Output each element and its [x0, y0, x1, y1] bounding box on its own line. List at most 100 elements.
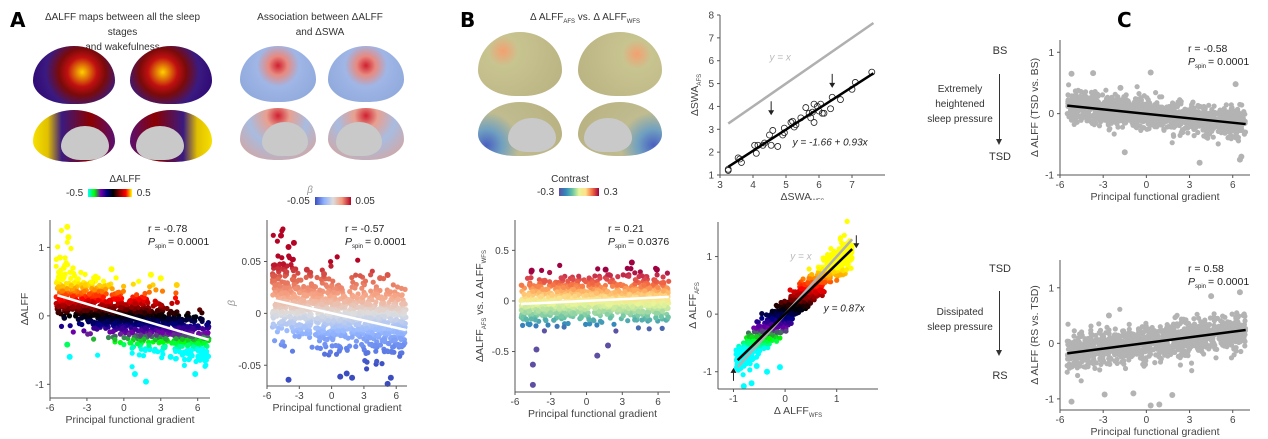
beta-colorbar-max: 0.05 [355, 196, 375, 207]
brain-map-a2-medial-left [240, 108, 316, 160]
fit-equation: y = -1.66 + 0.93x [792, 137, 869, 148]
data-point [159, 355, 165, 361]
data-point [650, 301, 656, 307]
y-tick-label: 0.5 [495, 246, 509, 257]
data-point [592, 305, 598, 311]
stage-desc-bottom-line2: sleep pressure [927, 322, 993, 333]
data-point [147, 347, 153, 353]
data-point [328, 259, 334, 265]
data-point [289, 276, 295, 282]
data-point [379, 361, 385, 367]
data-point [840, 259, 846, 265]
data-point [359, 294, 365, 301]
data-point [203, 362, 209, 368]
identity-label: y = x [789, 251, 812, 262]
data-point [290, 268, 296, 274]
data-point [351, 302, 357, 308]
data-point [171, 340, 177, 346]
data-point [556, 295, 562, 301]
data-point [303, 274, 309, 280]
data-point [390, 282, 396, 288]
data-point [390, 344, 396, 350]
outlier-point [66, 353, 73, 360]
data-point [364, 366, 370, 372]
data-point [68, 282, 74, 289]
down-arrow-icon [996, 291, 1002, 356]
data-point [119, 325, 125, 332]
data-point [398, 285, 405, 291]
outlier-point [541, 277, 548, 284]
outlier-point [285, 376, 292, 383]
brain-map-a2-lateral-right [328, 46, 404, 102]
data-point [105, 282, 112, 288]
alff-maps-title-line1: ΔALFF maps between all the sleep stages [44, 12, 201, 38]
data-point [604, 311, 610, 317]
brain-map-a1-medial-left [33, 110, 115, 162]
data-point [195, 340, 201, 346]
data-point [328, 299, 334, 305]
data-point [299, 308, 305, 314]
data-point [640, 308, 646, 315]
data-point [325, 317, 331, 323]
data-point [127, 340, 133, 346]
data-point [755, 351, 761, 357]
data-point [322, 336, 328, 342]
data-point [97, 322, 103, 328]
data-point [631, 287, 637, 294]
data-point [357, 273, 363, 279]
data-point [128, 304, 135, 310]
outlier-point [753, 362, 760, 369]
data-point [565, 320, 571, 327]
data-point [647, 285, 653, 291]
data-point [617, 306, 623, 312]
x-tick-label: 7 [849, 180, 855, 191]
data-point [550, 282, 556, 288]
data-point [150, 316, 157, 322]
data-point [270, 292, 276, 298]
data-point [635, 301, 641, 307]
data-point [525, 298, 532, 304]
data-point [91, 275, 97, 281]
data-point [386, 331, 392, 337]
data-point [522, 304, 528, 310]
data-point [340, 328, 346, 334]
data-point [518, 282, 524, 288]
data-point [392, 337, 398, 343]
data-point [347, 317, 353, 323]
data-point [286, 314, 292, 320]
data-point [327, 349, 333, 355]
data-point [373, 342, 379, 348]
data-point [145, 300, 151, 306]
data-point [838, 235, 844, 241]
data-point [578, 315, 584, 321]
data-point [754, 319, 760, 325]
data-point [646, 326, 652, 332]
data-point [313, 325, 319, 331]
data-point [570, 276, 576, 283]
outlier-point [764, 368, 771, 375]
data-point [185, 316, 191, 322]
data-point [1191, 133, 1197, 139]
data-point [308, 282, 314, 288]
data-point [330, 318, 336, 324]
data-point [333, 351, 340, 357]
data-point [576, 273, 582, 279]
data-point [120, 288, 126, 294]
data-point [291, 281, 297, 287]
data-point [828, 279, 834, 285]
data-point [740, 372, 746, 378]
data-point [173, 336, 179, 342]
data-point [205, 330, 211, 336]
data-point [100, 294, 106, 300]
data-point [159, 330, 165, 336]
data-point [766, 131, 773, 139]
data-point [820, 255, 826, 261]
outlier-point [290, 239, 297, 246]
data-point [138, 309, 144, 315]
data-point [560, 284, 566, 290]
data-point [561, 324, 567, 330]
data-point [288, 288, 294, 294]
data-point [193, 358, 199, 365]
